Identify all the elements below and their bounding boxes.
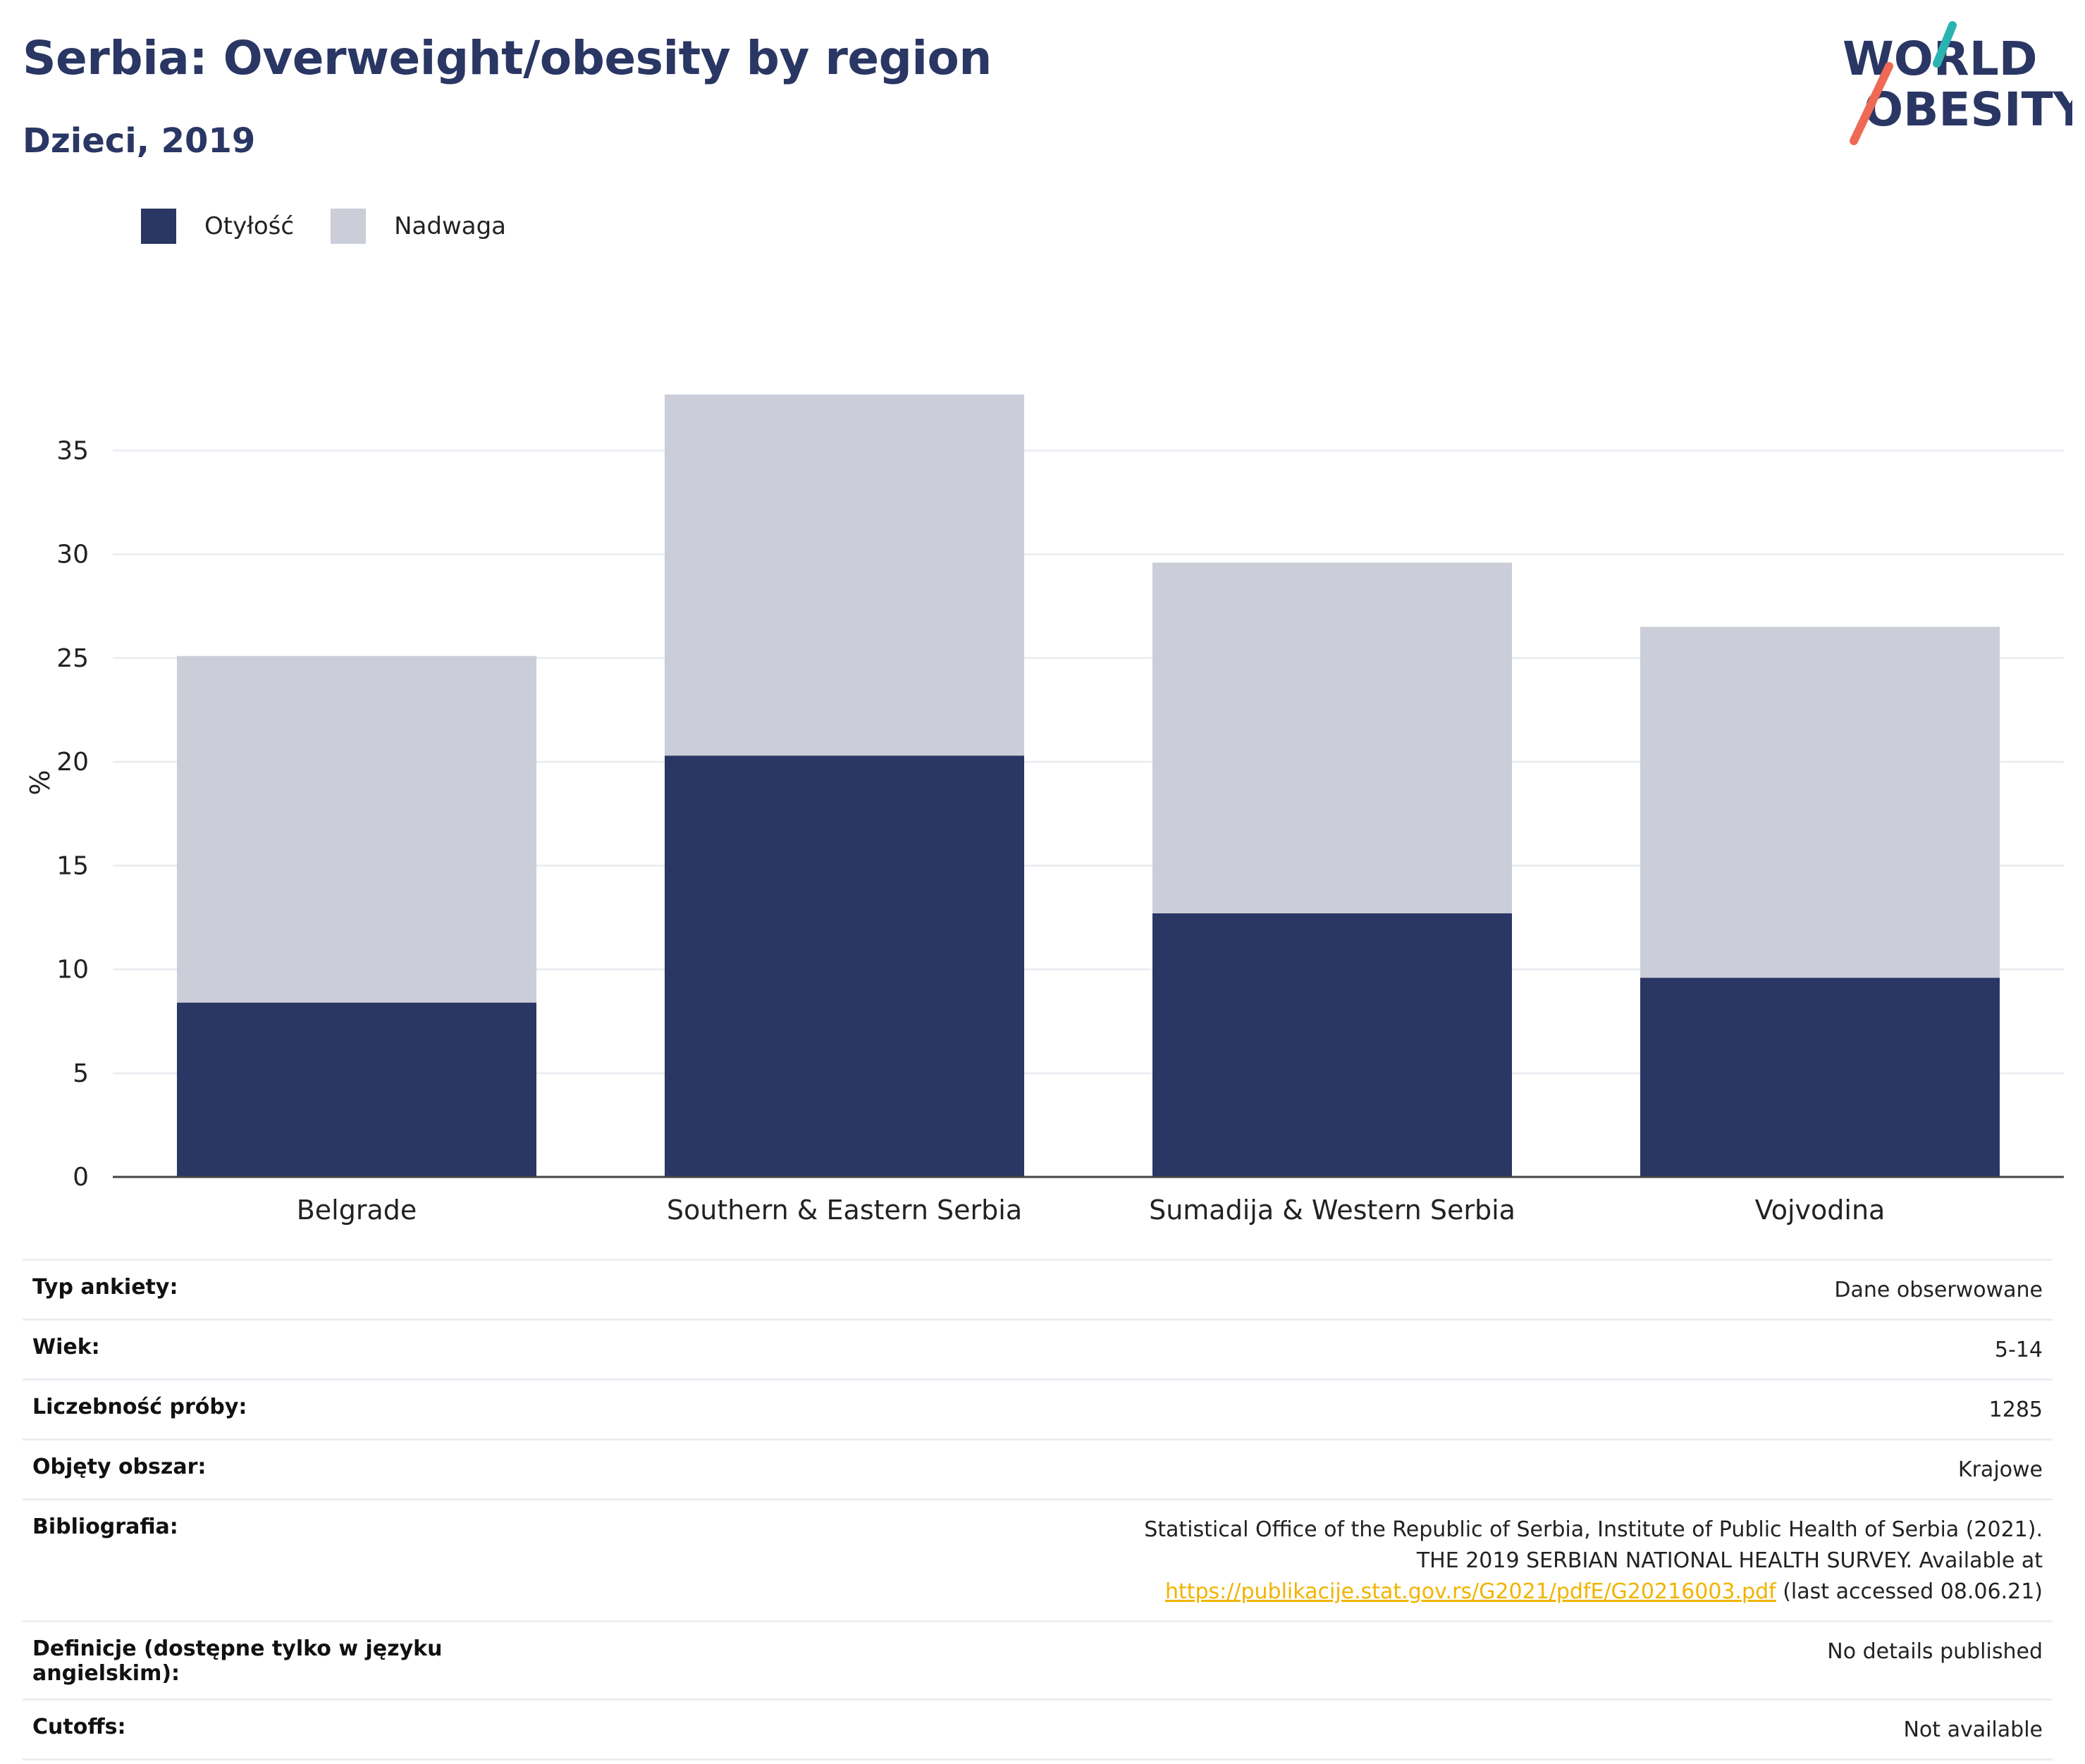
info-key: Objęty obszar: bbox=[23, 1438, 493, 1500]
y-tick-label: 10 bbox=[56, 956, 89, 985]
y-tick-label: 0 bbox=[73, 1163, 89, 1192]
legend-label-overweight: Nadwaga bbox=[394, 212, 507, 240]
bibliography-link[interactable]: https://publikacije.stat.gov.rs/G2021/pd… bbox=[1164, 1579, 1776, 1604]
bar-obesity-1 bbox=[665, 755, 1024, 1177]
info-key: Bibliografia: bbox=[23, 1498, 493, 1622]
y-tick-label: 5 bbox=[73, 1059, 89, 1088]
logo-slash-teal bbox=[1933, 21, 1957, 68]
bar-overweight-3 bbox=[1640, 627, 2000, 978]
y-tick-label: 15 bbox=[56, 851, 89, 880]
x-tick-label: Sumadija & Western Serbia bbox=[1149, 1195, 1515, 1226]
page-title: Serbia: Overweight/obesity by region bbox=[23, 31, 992, 85]
legend-item-obesity[interactable]: Otyłość bbox=[141, 209, 294, 244]
legend-item-overweight[interactable]: Nadwaga bbox=[331, 209, 506, 244]
bar-obesity-3 bbox=[1640, 977, 2000, 1177]
info-value: 1285 bbox=[493, 1378, 2053, 1440]
x-tick-label: Southern & Eastern Serbia bbox=[667, 1195, 1022, 1226]
info-key: Cutoffs: bbox=[23, 1698, 493, 1760]
x-tick-label: Belgrade bbox=[297, 1195, 417, 1226]
bar-obesity-2 bbox=[1152, 913, 1512, 1177]
y-tick-label: 30 bbox=[56, 541, 89, 569]
info-key: Definicje (dostępne tylko w języku angie… bbox=[23, 1620, 493, 1700]
bar-overweight-0 bbox=[177, 655, 536, 1003]
info-key: Wiek: bbox=[23, 1319, 493, 1380]
info-row: Wiek: 5-14 bbox=[23, 1319, 2053, 1380]
info-row: Liczebność próby: 1285 bbox=[23, 1378, 2053, 1440]
info-key: Liczebność próby: bbox=[23, 1378, 493, 1440]
legend-swatch-overweight bbox=[331, 209, 367, 244]
stacked-bar-chart: 0 5 10 15 20 25 30 35% Belgrade Southern & Easter… bbox=[25, 394, 2064, 1226]
y-tick-label: 25 bbox=[56, 644, 89, 673]
info-value: No details published bbox=[493, 1620, 2053, 1700]
info-value: 5-14 bbox=[493, 1319, 2053, 1380]
y-tick-label: 35 bbox=[56, 436, 89, 465]
chart-legend: Otyłość Nadwaga bbox=[141, 209, 543, 244]
logo-slash-coral bbox=[1850, 62, 1893, 145]
bar-obesity-0 bbox=[177, 1002, 536, 1177]
bar-overweight-2 bbox=[1152, 562, 1512, 913]
info-row: Definicje (dostępne tylko w języku angie… bbox=[23, 1620, 2053, 1700]
info-key: Typ ankiety: bbox=[23, 1259, 493, 1320]
world-obesity-logo: WORLD OBESITY bbox=[1843, 21, 2072, 145]
info-value: Krajowe bbox=[493, 1438, 2053, 1500]
bar-overweight-1 bbox=[665, 394, 1024, 756]
info-value: Not available bbox=[493, 1698, 2053, 1760]
info-row: Typ ankiety: Dane obserwowane bbox=[23, 1259, 2053, 1320]
info-table: Typ ankiety: Dane obserwowane Wiek: 5-14 Lic… bbox=[23, 1259, 2053, 1760]
info-row: Cutoffs: Not available bbox=[23, 1698, 2053, 1760]
x-tick-label: Vojvodina bbox=[1755, 1195, 1886, 1226]
logo-word-obesity: OBESITY bbox=[1864, 82, 2072, 137]
info-row: Bibliografia: Statistical Office of the R… bbox=[23, 1498, 2053, 1622]
legend-label-obesity: Otyłość bbox=[204, 212, 295, 240]
info-value: Dane obserwowane bbox=[493, 1259, 2053, 1320]
info-row: Objęty obszar: Krajowe bbox=[23, 1438, 2053, 1500]
info-value: Statistical Office of the Republic of Se… bbox=[493, 1498, 2053, 1622]
y-tick-label: 20 bbox=[56, 748, 89, 777]
y-axis-label: % bbox=[25, 770, 56, 795]
page-subtitle: Dzieci, 2019 bbox=[23, 121, 256, 161]
legend-swatch-obesity bbox=[141, 209, 176, 244]
